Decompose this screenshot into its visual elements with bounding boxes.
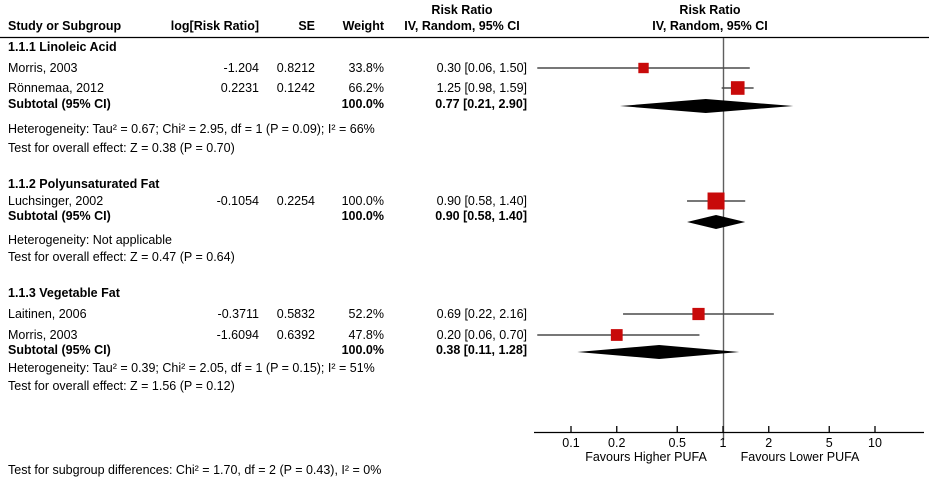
study-weight: 66.2% [348, 81, 384, 95]
study-weight: 52.2% [348, 307, 384, 321]
column-header-log-risk-ratio: log[Risk Ratio] [170, 19, 259, 33]
subtotal-label: Subtotal (95% CI) [8, 209, 111, 223]
study-weight: 100.0% [341, 194, 384, 208]
study-name: Laitinen, 2006 [8, 307, 87, 321]
subtotal-label: Subtotal (95% CI) [8, 97, 111, 111]
axis-tick-label: 0.1 [562, 436, 580, 450]
subtotal-diamond [619, 99, 794, 113]
subtotal-diamond [577, 345, 740, 359]
study-name: Luchsinger, 2002 [8, 194, 104, 208]
subtotal-weight: 100.0% [341, 97, 384, 111]
study-se: 0.5832 [276, 307, 315, 321]
left-effect-header-model: IV, Random, 95% CI [404, 19, 520, 33]
axis-tick-label: 1 [719, 436, 727, 450]
study-log-risk-ratio: -1.204 [223, 61, 259, 75]
favours-right-label: Favours Lower PUFA [740, 450, 860, 464]
subtotal-diamond [687, 215, 746, 229]
column-header-weight: Weight [342, 19, 384, 33]
subtotal-ci-text: 0.77 [0.21, 2.90] [435, 97, 527, 111]
axis-tick-label: 2 [765, 436, 773, 450]
study-log-risk-ratio: -0.3711 [217, 307, 259, 321]
axis-tick-label: 10 [868, 436, 882, 450]
subgroup-difference-text: Test for subgroup differences: Chi² = 1.… [8, 463, 382, 477]
study-log-risk-ratio: -0.1054 [216, 194, 259, 208]
study-ci-text: 0.30 [0.06, 1.50] [436, 61, 527, 75]
overall-effect-text: Test for overall effect: Z = 1.56 (P = 0… [8, 379, 235, 393]
study-name: Rönnemaa, 2012 [8, 81, 104, 95]
study-se: 0.6392 [276, 328, 315, 342]
right-effect-header-model: IV, Random, 95% CI [652, 19, 768, 33]
effect-square [707, 192, 725, 210]
subtotal-ci-text: 0.90 [0.58, 1.40] [435, 209, 527, 223]
study-weight: 47.8% [348, 328, 384, 342]
study-ci-text: 1.25 [0.98, 1.59] [436, 81, 527, 95]
subtotal-weight: 100.0% [341, 209, 384, 223]
group-label: 1.1.2 Polyunsaturated Fat [8, 177, 160, 191]
axis-tick-label: 0.2 [608, 436, 626, 450]
subtotal-weight: 100.0% [341, 343, 384, 357]
study-name: Morris, 2003 [8, 328, 78, 342]
study-se: 0.8212 [276, 61, 315, 75]
effect-square [730, 81, 745, 95]
effect-square [638, 62, 649, 74]
axis-tick-label: 5 [825, 436, 833, 450]
overall-effect-text: Test for overall effect: Z = 0.47 (P = 0… [8, 250, 235, 264]
study-name: Morris, 2003 [8, 61, 78, 75]
heterogeneity-text: Heterogeneity: Tau² = 0.67; Chi² = 2.95,… [8, 122, 375, 136]
study-log-risk-ratio: -1.6094 [216, 328, 259, 342]
effect-square [692, 307, 705, 321]
column-header-se: SE [298, 19, 315, 33]
study-weight: 33.8% [348, 61, 384, 75]
heterogeneity-text: Heterogeneity: Not applicable [8, 233, 172, 247]
group-label: 1.1.3 Vegetable Fat [8, 286, 120, 300]
subtotal-ci-text: 0.38 [0.11, 1.28] [435, 343, 527, 357]
left-effect-header-title: Risk Ratio [431, 3, 493, 17]
group-label: 1.1.1 Linoleic Acid [8, 40, 117, 54]
study-ci-text: 0.69 [0.22, 2.16] [436, 307, 527, 321]
heterogeneity-text: Heterogeneity: Tau² = 0.39; Chi² = 2.05,… [8, 361, 375, 375]
overall-effect-text: Test for overall effect: Z = 0.38 (P = 0… [8, 141, 235, 155]
study-log-risk-ratio: 0.2231 [220, 81, 259, 95]
favours-left-label: Favours Higher PUFA [585, 450, 707, 464]
right-effect-header-title: Risk Ratio [679, 3, 741, 17]
effect-square [610, 329, 623, 341]
axis-tick-label: 0.5 [668, 436, 686, 450]
study-ci-text: 0.90 [0.58, 1.40] [436, 194, 527, 208]
column-header-study: Study or Subgroup [8, 19, 122, 33]
study-se: 0.1242 [276, 81, 315, 95]
study-ci-text: 0.20 [0.06, 0.70] [436, 328, 527, 342]
subtotal-label: Subtotal (95% CI) [8, 343, 111, 357]
study-se: 0.2254 [276, 194, 315, 208]
